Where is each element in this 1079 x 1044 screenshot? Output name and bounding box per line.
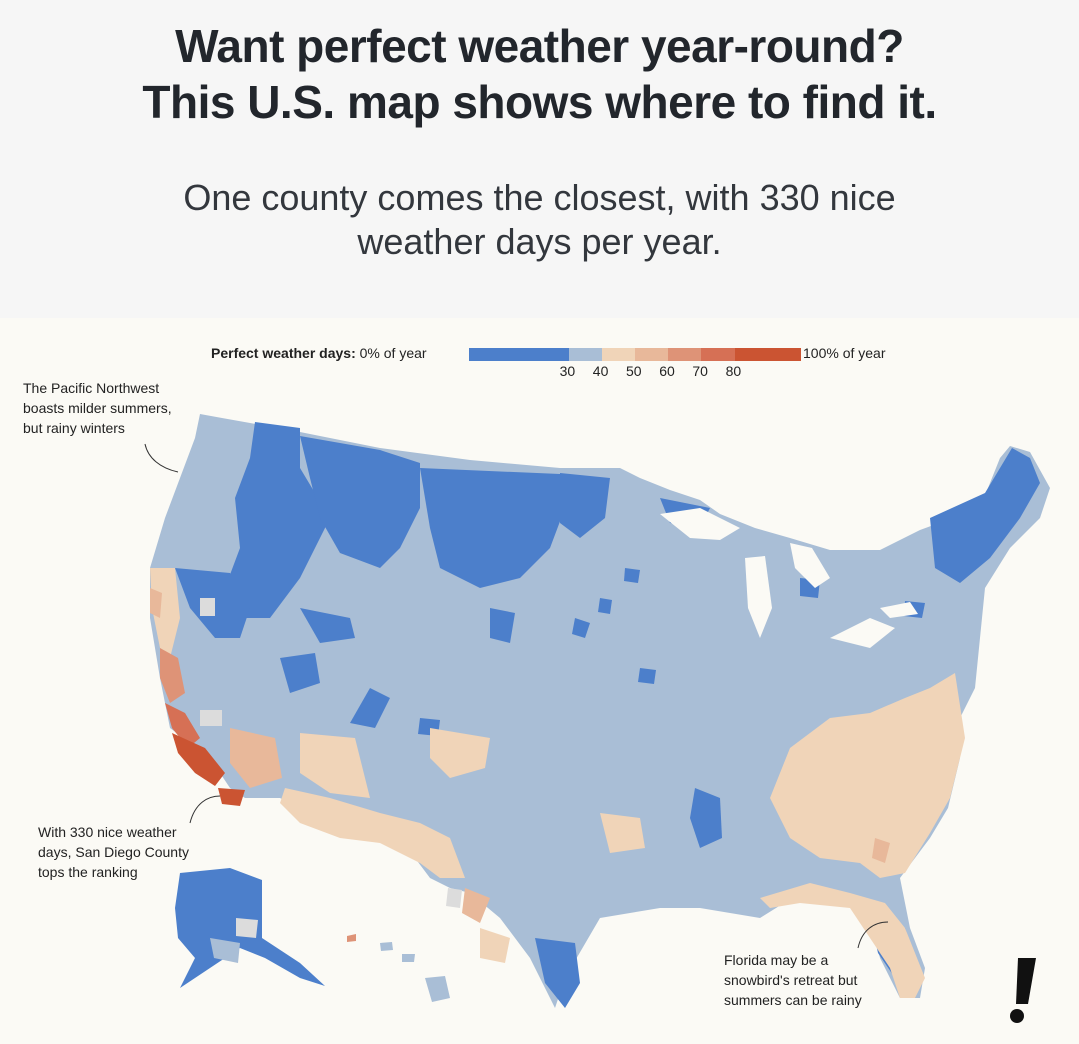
annotation-line: With 330 nice weather: [38, 824, 177, 840]
legend-bin: [568, 348, 602, 361]
legend-bin: [469, 348, 569, 361]
annotation-line: Florida may be a: [724, 952, 829, 968]
annotation-line: tops the ranking: [38, 864, 138, 880]
legend-tick-label: 70: [692, 363, 708, 379]
sandiego-leader: [189, 795, 221, 824]
headline: Want perfect weather year-round? This U.…: [0, 18, 1079, 130]
annotation-line: boasts milder summers,: [23, 400, 172, 416]
legend-tick-label: 60: [659, 363, 675, 379]
legend-tick-label: 40: [592, 363, 609, 379]
subhead-line-2: weather days per year.: [357, 221, 722, 262]
hawaii: [347, 934, 450, 1002]
warm-regions: [150, 568, 965, 998]
legend-bin: [601, 348, 635, 361]
annotation-line: summers can be rainy: [724, 992, 862, 1008]
great-lakes: [660, 508, 918, 648]
headline-line-2: This U.S. map shows where to find it.: [142, 76, 937, 128]
legend-title-bold: Perfect weather days:: [211, 345, 356, 361]
legend-start-label: 0% of year: [359, 345, 427, 361]
legend-bin: [668, 348, 702, 361]
headline-line-1: Want perfect weather year-round?: [175, 20, 904, 72]
california-coast: [165, 703, 200, 748]
no-data-patches: [200, 598, 462, 908]
annotation-florida: Florida may be a snowbird's retreat but …: [724, 950, 862, 1010]
legend-bin: [734, 348, 801, 361]
legend-title: Perfect weather days: 0% of year: [211, 345, 427, 361]
mid-warm-regions: [150, 588, 890, 923]
subheadline: One county comes the closest, with 330 n…: [0, 176, 1079, 264]
legend-bin: [635, 348, 669, 361]
annotation-line: The Pacific Northwest: [23, 380, 160, 396]
map-panel: Perfect weather days: 0% of year 100% of…: [0, 318, 1079, 1044]
legend-bin: [701, 348, 735, 361]
pnw-leader: [144, 443, 179, 473]
low-days-regions: [175, 422, 1040, 1008]
florida-leader: [857, 921, 889, 949]
subhead-line-1: One county comes the closest, with 330 n…: [183, 177, 896, 218]
legend-color-bar: [469, 348, 801, 361]
annotation-line: days, San Diego County: [38, 844, 189, 860]
legend-end-label: 100% of year: [803, 345, 886, 361]
exclamation-logo-icon: [1010, 958, 1036, 1023]
legend-tick-label: 50: [626, 363, 642, 379]
annotation-line: snowbird's retreat but: [724, 972, 858, 988]
legend-tick-label: 80: [725, 363, 742, 379]
us-county-map: [144, 414, 1050, 1008]
annotation-line: but rainy winters: [23, 420, 125, 436]
annotation-pacific-northwest: The Pacific Northwest boasts milder summ…: [23, 378, 172, 438]
hot-band: [160, 648, 185, 703]
legend-tick-label: 30: [559, 363, 576, 379]
annotation-san-diego: With 330 nice weather days, San Diego Co…: [38, 822, 189, 882]
southern-california: [172, 733, 245, 806]
